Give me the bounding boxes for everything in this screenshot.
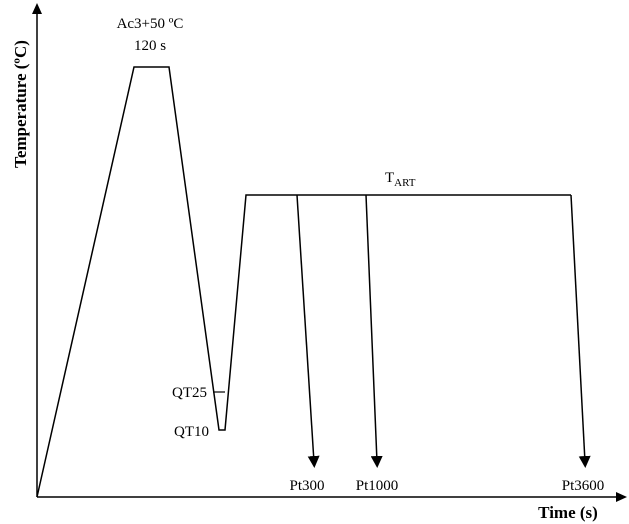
pt300-arrow — [296, 194, 320, 468]
thermal-cycle-path — [36, 66, 571, 498]
x-axis-title: Time (s) — [538, 503, 598, 522]
x-axis-arrowhead — [616, 492, 627, 502]
pt3600-arrow — [570, 194, 591, 468]
austenitize-time-label: 120 s — [134, 38, 166, 54]
pt3600-label: Pt3600 — [562, 478, 605, 494]
qt10-label: QT10 — [174, 424, 209, 440]
pt1000-arrow — [365, 194, 383, 468]
art-temp-main: T — [385, 170, 394, 186]
y-axis-title: Temperature (ºC) — [11, 40, 30, 168]
art-temp-subscript: ART — [394, 177, 416, 189]
y-axis-arrowhead — [32, 3, 42, 14]
art-temp-label: TART — [385, 170, 416, 189]
qt25-label: QT25 — [172, 385, 207, 401]
pt300-label: Pt300 — [289, 478, 324, 494]
pt1000-label: Pt1000 — [356, 478, 399, 494]
austenitize-temp-label: Ac3+50 ºC — [117, 16, 184, 32]
